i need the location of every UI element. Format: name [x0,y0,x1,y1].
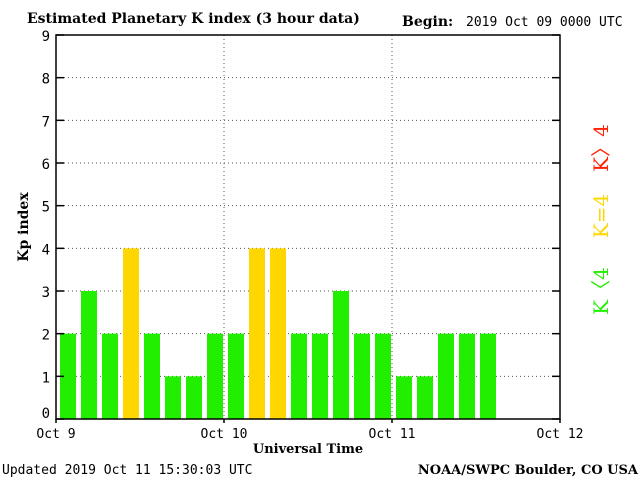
legend-above-4: K〉4 [589,124,613,172]
y-tick-label: 3 [42,285,50,301]
y-tick-label: 8 [42,72,50,88]
y-tick-label: 2 [42,328,50,344]
kp-bar [438,333,454,419]
y-axis-label: Kp index [16,192,32,262]
y-tick-label: 4 [42,242,50,258]
x-axis-label: Universal Time [253,442,363,457]
x-tick-label: Oct 9 [36,427,75,442]
y-tick-label: 5 [42,200,50,216]
bars [60,248,496,419]
kp-bar [417,376,433,419]
kp-bar [396,376,412,419]
x-tick-label: Oct 12 [537,427,584,442]
kp-bar [144,333,160,419]
x-tick-label: Oct 11 [369,427,416,442]
x-tick-label: Oct 10 [201,427,248,442]
x-axis-ticks: Oct 9 Oct 10 Oct 11 Oct 12 [36,419,583,442]
kp-bar [207,333,223,419]
updated-timestamp: Updated 2019 Oct 11 15:30:03 UTC [2,463,252,478]
begin-value: 2019 Oct 09 0000 UTC [466,15,623,30]
kp-bar [60,333,76,419]
y-tick-label: 6 [42,157,50,173]
kp-bar [123,248,139,419]
chart-title: Estimated Planetary K index (3 hour data… [27,11,360,27]
kp-bar [459,333,475,419]
kp-bar [291,333,307,419]
kp-bar [249,248,265,419]
kp-bar [333,291,349,419]
y-tick-label: 7 [42,114,50,130]
kp-bar [228,333,244,419]
legend-below-4: K〈4 [589,267,613,315]
kp-bar [375,333,391,419]
begin-label: Begin: [402,14,453,30]
kp-bar [480,333,496,419]
kp-bar [186,376,202,419]
kp-bar [165,376,181,419]
plot-frame [55,34,561,420]
y-tick-label: 1 [42,370,50,386]
source-credit: NOAA/SWPC Boulder, CO USA [418,463,639,478]
kp-bar [270,248,286,419]
kp-bar [81,291,97,419]
kp-bar [354,333,370,419]
kp-bar [312,333,328,419]
y-tick-label: 0 [42,406,50,422]
y-tick-label: 9 [42,29,50,45]
y-axis-ticks: 0 1 2 3 4 5 6 7 8 9 [42,29,560,422]
legend-equal-4: K=4 [589,194,613,238]
kp-bar [102,333,118,419]
